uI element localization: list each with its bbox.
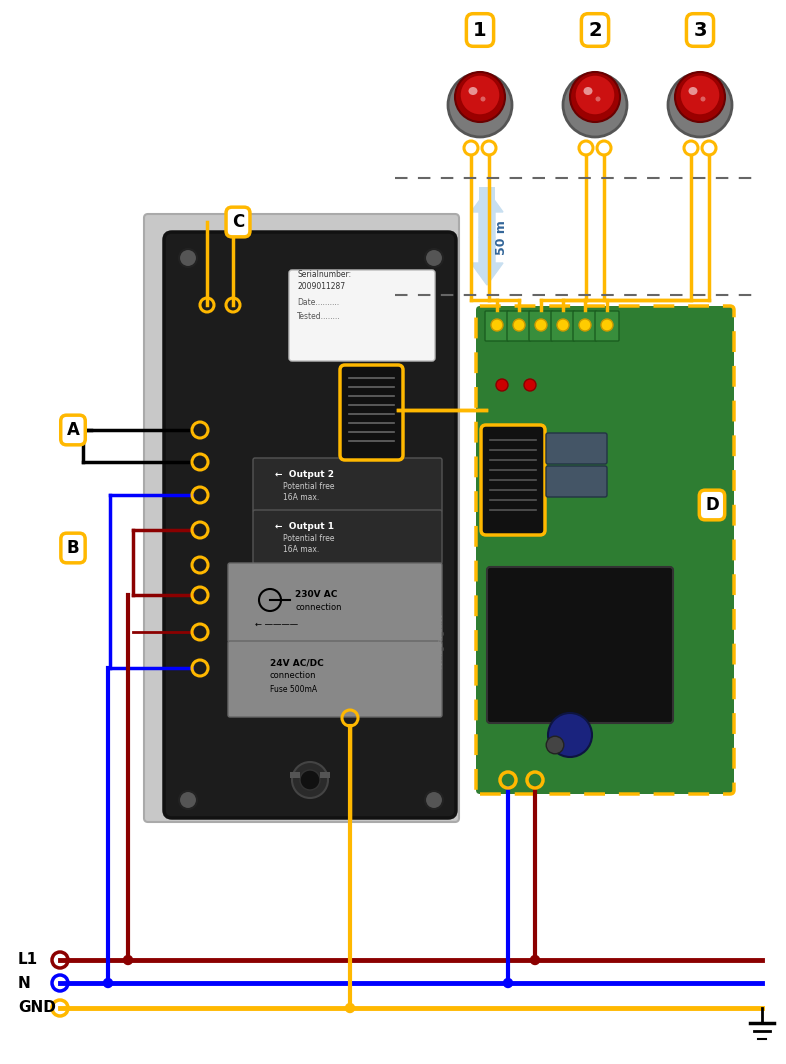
Circle shape	[601, 319, 613, 331]
FancyBboxPatch shape	[487, 567, 673, 724]
FancyBboxPatch shape	[529, 311, 553, 340]
Ellipse shape	[596, 97, 601, 101]
Text: 24V AC/DC: 24V AC/DC	[270, 658, 324, 667]
Circle shape	[496, 379, 508, 390]
Text: L1: L1	[18, 952, 39, 967]
FancyBboxPatch shape	[476, 306, 734, 794]
Text: D: D	[705, 496, 719, 514]
FancyBboxPatch shape	[595, 311, 619, 340]
Text: 2: 2	[588, 20, 602, 39]
FancyBboxPatch shape	[164, 232, 456, 818]
Text: 50 m: 50 m	[495, 220, 508, 255]
Circle shape	[460, 74, 500, 115]
Circle shape	[668, 73, 732, 137]
Text: N: N	[18, 976, 31, 991]
Circle shape	[455, 72, 505, 122]
Bar	[479, 186, 495, 237]
Ellipse shape	[689, 87, 697, 95]
Text: 1: 1	[473, 20, 487, 39]
FancyBboxPatch shape	[546, 466, 607, 497]
Circle shape	[179, 249, 197, 267]
Circle shape	[563, 73, 627, 137]
FancyBboxPatch shape	[481, 425, 545, 535]
FancyBboxPatch shape	[546, 433, 607, 464]
Circle shape	[548, 713, 592, 757]
Text: 230V AC: 230V AC	[295, 591, 337, 599]
FancyBboxPatch shape	[144, 214, 459, 822]
Circle shape	[425, 249, 443, 267]
Text: B: B	[67, 539, 79, 556]
Circle shape	[579, 319, 591, 331]
Text: Fuse 500mA: Fuse 500mA	[270, 685, 317, 694]
Text: ←  Output 1: ← Output 1	[275, 522, 334, 531]
Circle shape	[504, 979, 512, 987]
Text: Potential free: Potential free	[283, 534, 335, 543]
Circle shape	[575, 74, 615, 115]
Circle shape	[491, 319, 503, 331]
FancyBboxPatch shape	[507, 311, 531, 340]
Text: 16A max.: 16A max.	[283, 493, 319, 502]
Circle shape	[570, 72, 620, 122]
Circle shape	[123, 955, 133, 964]
FancyBboxPatch shape	[551, 311, 575, 340]
FancyBboxPatch shape	[289, 270, 435, 361]
Circle shape	[675, 72, 725, 122]
Circle shape	[292, 762, 328, 798]
Circle shape	[179, 791, 197, 809]
Text: Date..........: Date..........	[297, 298, 339, 307]
Text: F1740_347_35.11: F1740_347_35.11	[438, 613, 444, 667]
Circle shape	[557, 319, 569, 331]
Circle shape	[513, 319, 525, 331]
Circle shape	[535, 319, 547, 331]
Bar	[320, 772, 330, 778]
Text: Tested........: Tested........	[297, 312, 340, 321]
Polygon shape	[471, 190, 503, 237]
Ellipse shape	[700, 97, 706, 101]
Circle shape	[448, 73, 512, 137]
Ellipse shape	[583, 87, 593, 95]
Ellipse shape	[480, 97, 486, 101]
Text: GND: GND	[18, 1000, 56, 1015]
Text: A: A	[67, 421, 79, 439]
FancyBboxPatch shape	[573, 311, 597, 340]
Text: C: C	[232, 213, 244, 231]
Text: 2009011287: 2009011287	[297, 282, 345, 290]
FancyBboxPatch shape	[253, 510, 442, 564]
FancyBboxPatch shape	[253, 458, 442, 512]
Text: 16A max.: 16A max.	[283, 545, 319, 554]
Circle shape	[425, 791, 443, 809]
Text: 3: 3	[693, 20, 707, 39]
Circle shape	[346, 1003, 354, 1013]
Circle shape	[104, 979, 112, 987]
Circle shape	[524, 379, 536, 390]
Bar	[290, 772, 300, 778]
Ellipse shape	[468, 87, 478, 95]
Text: ← ————: ← ————	[255, 620, 298, 629]
Circle shape	[531, 955, 539, 964]
Polygon shape	[471, 237, 503, 285]
Circle shape	[680, 74, 720, 115]
Text: ←  Output 2: ← Output 2	[275, 470, 334, 479]
FancyBboxPatch shape	[228, 563, 442, 642]
Text: Potential free: Potential free	[283, 482, 335, 491]
Circle shape	[546, 736, 564, 753]
FancyBboxPatch shape	[228, 641, 442, 717]
FancyBboxPatch shape	[485, 311, 509, 340]
FancyBboxPatch shape	[340, 365, 403, 460]
Circle shape	[300, 770, 320, 789]
Text: connection: connection	[295, 603, 341, 612]
Text: connection: connection	[270, 671, 317, 680]
Text: Serialnumber:: Serialnumber:	[297, 270, 351, 279]
